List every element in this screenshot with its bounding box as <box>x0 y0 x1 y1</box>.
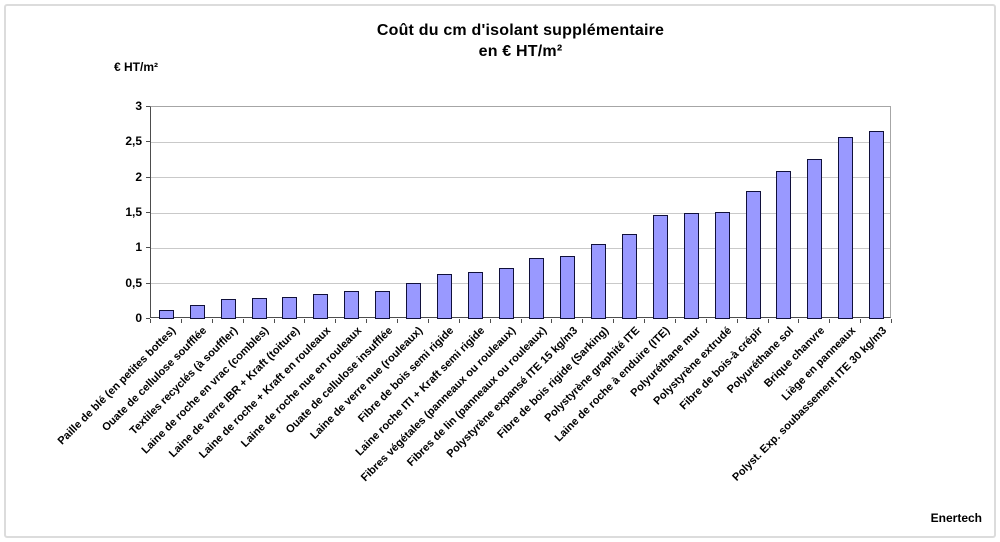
y-axis-title: € HT/m² <box>114 60 159 74</box>
y-tick-label: 0,5 <box>125 275 142 290</box>
x-axis-tick <box>397 319 398 323</box>
bar <box>715 212 730 319</box>
x-axis-tick <box>180 319 182 323</box>
bar <box>344 291 359 319</box>
bar <box>499 268 514 319</box>
bar <box>560 256 575 319</box>
y-axis-tick <box>146 247 150 249</box>
x-axis-tick <box>366 319 368 323</box>
gridline <box>151 212 890 214</box>
bar <box>653 215 668 319</box>
chart-title-block: Coût du cm d'isolant supplémentaire en €… <box>150 20 891 62</box>
bar <box>437 274 452 319</box>
x-axis-tick <box>335 319 337 323</box>
x-axis-tick <box>705 319 707 323</box>
gridline <box>151 283 890 285</box>
y-axis-tick <box>146 141 150 143</box>
x-axis-tick <box>211 319 213 323</box>
x-axis-tick <box>458 319 460 323</box>
y-tick-label: 2,5 <box>125 134 142 149</box>
y-axis-tick <box>146 318 150 319</box>
y-tick-label: 3 <box>135 99 142 113</box>
bar <box>838 137 853 319</box>
x-axis-tick <box>582 319 584 323</box>
y-axis-tick <box>146 212 150 213</box>
x-axis-tick <box>860 319 862 323</box>
y-tick-label: 1,5 <box>125 205 142 219</box>
bar <box>684 213 699 319</box>
x-axis-tick <box>551 319 553 323</box>
x-axis-tick <box>242 319 244 323</box>
bar <box>807 159 822 319</box>
y-axis-tick <box>146 106 150 107</box>
source-label: Enertech <box>930 511 982 525</box>
bar <box>221 299 236 319</box>
bar <box>529 258 544 319</box>
y-axis-tick <box>146 176 150 178</box>
bar <box>468 272 483 319</box>
bar <box>375 291 390 319</box>
plot-area <box>150 106 891 319</box>
x-axis-tick <box>736 319 738 323</box>
x-axis-tick <box>304 319 306 323</box>
bar <box>190 305 205 319</box>
y-tick-label: 0 <box>135 311 142 325</box>
x-axis-tick <box>427 319 429 323</box>
x-axis-tick <box>273 319 275 323</box>
bar <box>159 310 174 319</box>
y-tick-label: 1 <box>135 240 142 255</box>
gridline <box>151 247 890 249</box>
bar <box>746 191 761 319</box>
bar <box>622 234 637 319</box>
x-axis-tick <box>489 319 491 323</box>
x-axis-tick <box>891 319 892 323</box>
bar <box>591 244 606 319</box>
y-axis-tick <box>146 282 150 284</box>
bar <box>282 297 297 319</box>
y-tick-label: 2 <box>135 169 142 184</box>
x-axis-tick <box>798 319 800 323</box>
x-axis-tick <box>613 319 615 323</box>
chart-subtitle: en € HT/m² <box>478 43 563 60</box>
x-axis-tick <box>829 319 831 323</box>
x-axis-tick <box>644 319 645 323</box>
gridline <box>151 177 890 179</box>
gridline <box>151 141 890 143</box>
x-axis-tick <box>150 319 151 323</box>
bar <box>252 298 267 319</box>
bar <box>869 131 884 319</box>
x-axis-tick <box>520 319 522 323</box>
x-axis-tick <box>674 319 676 323</box>
x-axis-tick <box>767 319 769 323</box>
bar <box>776 171 791 319</box>
chart-title: Coût du cm d'isolant supplémentaire <box>376 22 665 39</box>
bar <box>313 294 328 319</box>
bar <box>406 283 421 319</box>
